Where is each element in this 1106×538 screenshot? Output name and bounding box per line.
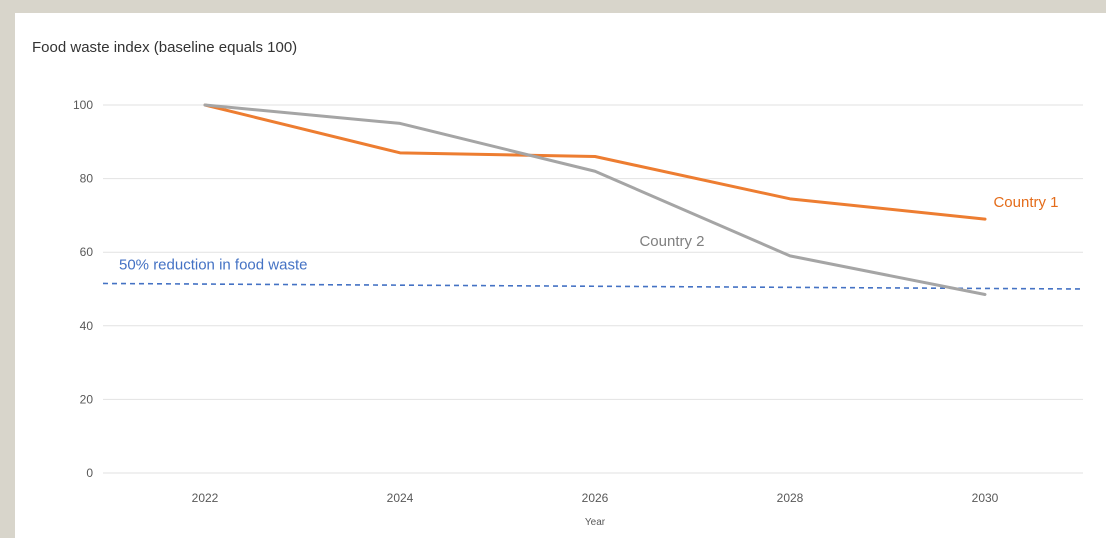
series-1-point bbox=[983, 217, 987, 221]
series-label-country-2: Country 2 bbox=[639, 233, 704, 250]
y-tick-label: 80 bbox=[80, 172, 94, 186]
series-line-1 bbox=[203, 103, 987, 221]
series-2-point bbox=[788, 254, 792, 258]
series-1-point bbox=[788, 197, 792, 201]
x-axis-ticks: 2022 2024 2026 2028 2030 bbox=[192, 491, 999, 505]
series-2-point bbox=[398, 122, 402, 125]
gridlines bbox=[103, 104, 1083, 474]
series-1-point bbox=[398, 151, 402, 155]
y-tick-label: 20 bbox=[80, 392, 94, 406]
series-lines bbox=[203, 103, 987, 297]
x-tick-label: 2028 bbox=[777, 491, 804, 505]
chart-title: Food waste index (baseline equals 100) bbox=[32, 39, 297, 56]
x-tick-label: 2022 bbox=[192, 491, 219, 505]
series-1-point bbox=[593, 155, 597, 158]
chart-card: Food waste index (baseline equals 100) 0… bbox=[15, 13, 1106, 538]
x-tick-label: 2030 bbox=[972, 491, 999, 505]
line-chart: Food waste index (baseline equals 100) 0… bbox=[32, 39, 1084, 528]
reference-line-group: 50% reduction in food waste bbox=[102, 256, 1084, 290]
x-tick-label: 2024 bbox=[387, 491, 414, 505]
series-2-point bbox=[203, 103, 207, 107]
y-tick-label: 60 bbox=[80, 245, 94, 259]
series-labels: Country 1 Country 2 bbox=[639, 194, 1058, 250]
series-2-point bbox=[593, 170, 597, 173]
y-tick-label: 0 bbox=[86, 466, 93, 480]
y-axis-ticks: 0 20 40 60 80 100 bbox=[73, 98, 93, 480]
reference-line-label: 50% reduction in food waste bbox=[119, 256, 307, 273]
series-2-point bbox=[983, 293, 987, 296]
x-tick-label: 2026 bbox=[582, 491, 609, 505]
y-tick-label: 100 bbox=[73, 98, 93, 112]
x-axis-title: Year bbox=[585, 517, 606, 528]
reference-line bbox=[102, 282, 1084, 290]
y-tick-label: 40 bbox=[80, 319, 94, 333]
series-label-country-1: Country 1 bbox=[993, 194, 1058, 211]
